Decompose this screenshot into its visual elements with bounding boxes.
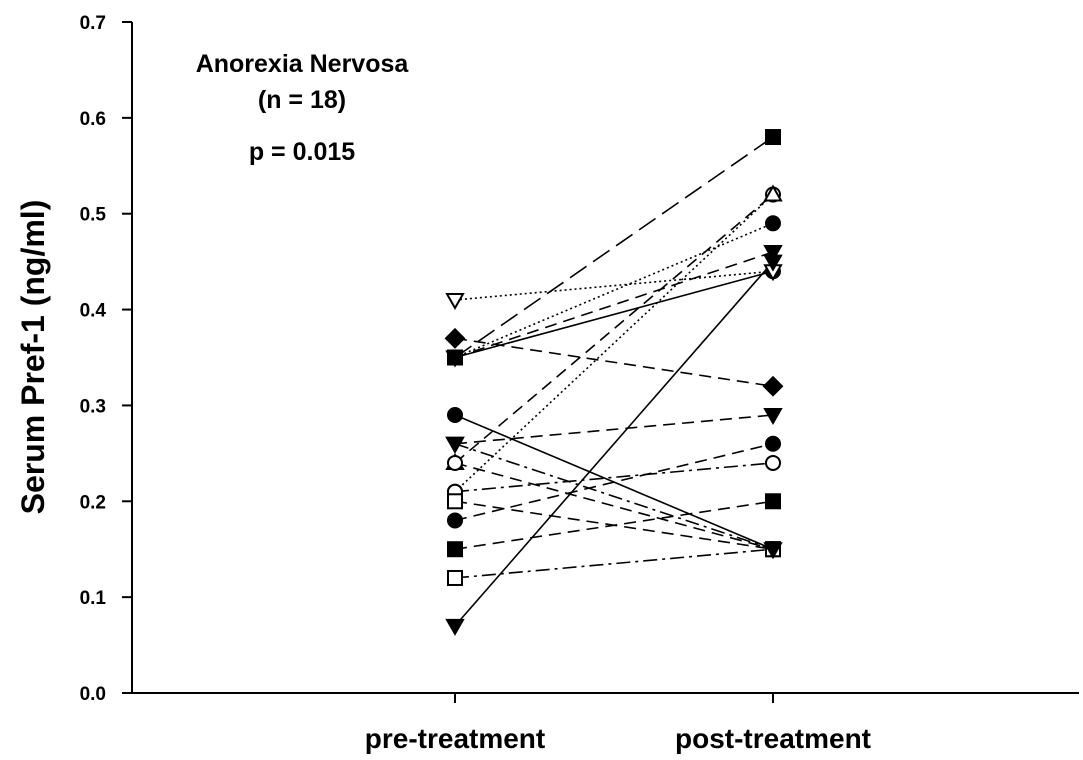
series-line (454, 261, 774, 627)
data-point (445, 292, 465, 311)
series-line (454, 548, 774, 579)
data-point (763, 184, 783, 202)
x-tick-label: pre-treatment (365, 723, 545, 754)
series-lines (454, 136, 774, 627)
data-point (445, 618, 465, 636)
y-tick-label: 0.0 (80, 684, 106, 705)
series-line (454, 462, 774, 493)
series-line (454, 193, 774, 464)
data-point (763, 245, 783, 263)
data-point (765, 493, 781, 510)
annotation-text: (n = 18) (258, 86, 346, 114)
y-tick-label: 0.7 (80, 13, 106, 34)
y-axis: 0.0 0.1 0.2 0.3 0.4 0.5 0.6 0.7 (80, 13, 133, 705)
y-tick-label: 0.6 (80, 109, 106, 130)
data-point (445, 436, 465, 454)
data-point (762, 375, 784, 397)
annotation-text: Anorexia Nervosa (196, 50, 410, 78)
series-line (454, 136, 774, 359)
data-point (444, 327, 466, 349)
series-line (454, 270, 774, 301)
y-axis-label: Serum Pref-1 (ng/ml) (15, 200, 51, 515)
data-point (765, 129, 781, 146)
data-point (447, 349, 463, 366)
y-tick-label: 0.2 (80, 492, 106, 513)
y-tick-label: 0.5 (80, 205, 107, 226)
x-axis: pre-treatment post-treatment (132, 692, 1079, 754)
annotation-text: p = 0.015 (249, 138, 355, 166)
data-point (447, 493, 463, 510)
series-line (454, 193, 774, 493)
data-point (763, 542, 783, 560)
series-line (454, 251, 774, 359)
data-point (447, 541, 463, 558)
x-tick-label: post-treatment (675, 723, 871, 754)
data-point (765, 435, 781, 452)
series-line (454, 500, 774, 551)
y-tick-label: 0.1 (80, 588, 107, 609)
data-point (765, 215, 781, 232)
series-line (454, 222, 774, 359)
x-ticks: pre-treatment post-treatment (365, 693, 871, 754)
series-line (454, 443, 774, 550)
series-line (454, 462, 774, 550)
data-point (447, 569, 463, 586)
data-point (763, 408, 783, 426)
annotations: Anorexia Nervosa (n = 18) p = 0.015 (196, 50, 410, 166)
series-line (454, 414, 774, 550)
data-point (765, 454, 781, 471)
series-line (454, 270, 774, 359)
data-point (763, 254, 783, 272)
series-line (454, 337, 774, 388)
y-tick-label: 0.4 (80, 301, 107, 322)
y-ticks: 0.0 0.1 0.2 0.3 0.4 0.5 0.6 0.7 (80, 13, 132, 705)
data-point (447, 512, 463, 529)
data-point (447, 454, 463, 471)
series-markers (444, 129, 784, 636)
data-point (447, 407, 463, 424)
series-line (454, 414, 774, 445)
y-tick-label: 0.3 (80, 396, 106, 417)
